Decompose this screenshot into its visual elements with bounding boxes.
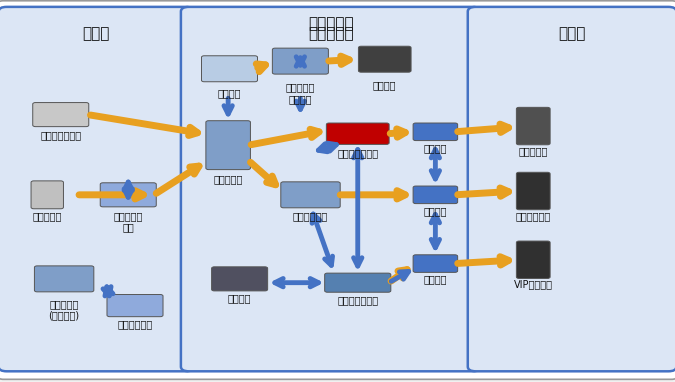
FancyBboxPatch shape xyxy=(516,172,550,210)
FancyBboxPatch shape xyxy=(413,123,458,141)
FancyBboxPatch shape xyxy=(325,273,391,292)
FancyBboxPatch shape xyxy=(413,255,458,272)
Text: 场内音频插
座箱: 场内音频插 座箱 xyxy=(113,211,143,233)
Text: 调音台接口箱: 调音台接口箱 xyxy=(293,211,328,221)
FancyBboxPatch shape xyxy=(31,181,63,209)
FancyBboxPatch shape xyxy=(181,7,481,371)
Text: 数字调音台
控制界面: 数字调音台 控制界面 xyxy=(286,82,315,104)
FancyBboxPatch shape xyxy=(212,267,267,291)
FancyBboxPatch shape xyxy=(32,102,89,127)
Text: 无线传声器系统: 无线传声器系统 xyxy=(40,130,81,140)
FancyBboxPatch shape xyxy=(272,48,329,74)
Text: 音源设备: 音源设备 xyxy=(218,88,241,98)
FancyBboxPatch shape xyxy=(413,186,458,204)
FancyBboxPatch shape xyxy=(206,121,250,170)
Text: 观众区扩声: 观众区扩声 xyxy=(518,146,548,156)
FancyBboxPatch shape xyxy=(107,295,163,317)
Text: 控制电脑: 控制电脑 xyxy=(228,293,251,303)
Text: 比赛场地扩声: 比赛场地扩声 xyxy=(516,211,551,221)
FancyBboxPatch shape xyxy=(0,7,194,371)
Text: 信号塞孔排: 信号塞孔排 xyxy=(213,174,243,184)
Text: 扩声控制室: 扩声控制室 xyxy=(308,16,354,31)
Text: 数字功放: 数字功放 xyxy=(424,274,447,284)
FancyBboxPatch shape xyxy=(100,183,156,207)
Text: 数字功放: 数字功放 xyxy=(424,206,447,216)
Text: 扩声控制室: 扩声控制室 xyxy=(308,26,354,41)
FancyBboxPatch shape xyxy=(516,241,550,278)
Text: 调音台接口箱: 调音台接口箱 xyxy=(117,319,153,329)
Text: 观众区: 观众区 xyxy=(82,26,110,41)
Text: 观众区: 观众区 xyxy=(558,26,586,41)
FancyBboxPatch shape xyxy=(202,56,258,82)
FancyBboxPatch shape xyxy=(281,182,340,208)
FancyBboxPatch shape xyxy=(358,46,411,72)
FancyBboxPatch shape xyxy=(34,266,94,292)
FancyBboxPatch shape xyxy=(468,7,675,371)
Text: VIP区域扩声: VIP区域扩声 xyxy=(514,280,553,290)
Text: 监听音箱: 监听音箱 xyxy=(373,80,396,90)
Text: 数字功放: 数字功放 xyxy=(424,143,447,153)
Text: 数字音频处理器: 数字音频处理器 xyxy=(338,148,378,158)
Text: 核心网络交换机: 核心网络交换机 xyxy=(338,295,378,305)
FancyBboxPatch shape xyxy=(516,107,550,145)
FancyBboxPatch shape xyxy=(327,123,389,144)
Text: 数字调音台
(现场调音): 数字调音台 (现场调音) xyxy=(49,299,80,320)
Text: 有线传声器: 有线传声器 xyxy=(32,211,62,221)
